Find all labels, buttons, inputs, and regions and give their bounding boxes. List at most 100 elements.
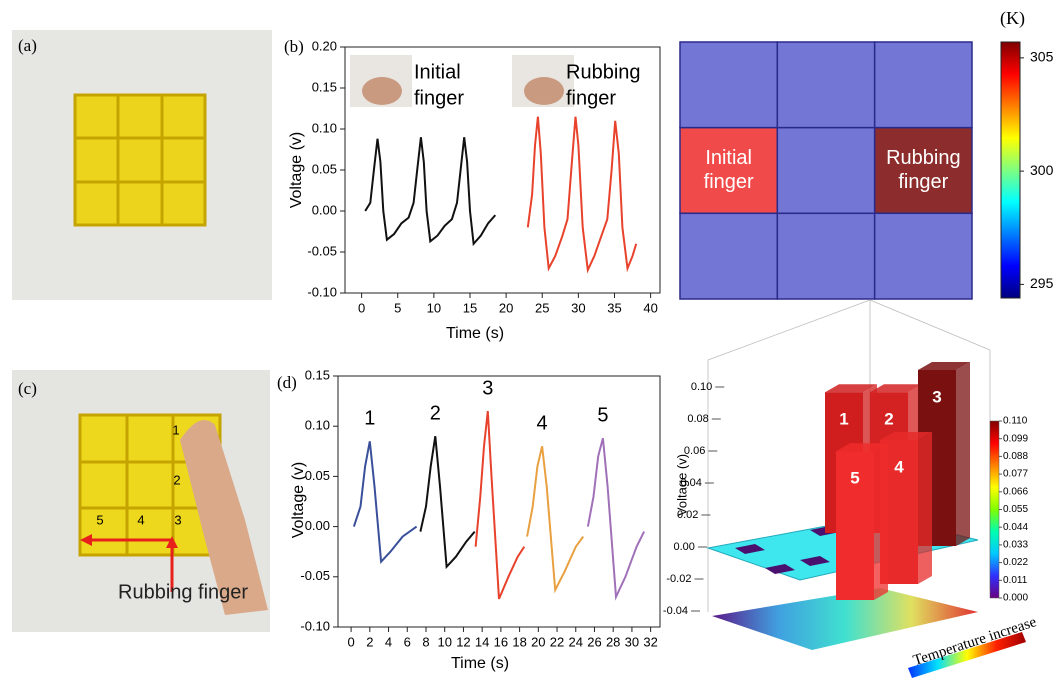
y-tick-label: 0.20 [312,38,337,53]
y-tick-label: -0.05 [300,568,330,583]
x-tick-label: 30 [571,300,585,315]
x-tick-label: 10 [437,634,451,649]
cell-label: finger [704,171,754,193]
series-label: 4 [536,413,547,435]
y-tick-label: 0.05 [305,468,330,483]
colorbar-tick-label: 300 [1030,162,1054,178]
data-line [365,137,495,244]
x-tick-label: 15 [463,300,477,315]
x-tick-label: 0 [347,634,354,649]
x-tick-label: 20 [531,634,545,649]
colorbar-tick-label: 0.022 [1003,557,1028,568]
heatmap-cell [875,213,972,299]
y-tick-label: -0.04 [663,605,688,617]
x-tick-label: 0 [358,300,365,315]
panel-label: (c) [18,379,37,398]
colorbar [1001,42,1020,298]
x-tick-label: 2 [366,634,373,649]
bar-side [918,432,932,584]
position-marker: 1 [172,422,179,437]
x-tick-label: 22 [550,634,564,649]
y-axis-label: Voltage (v) [288,132,305,208]
colorbar-title: (K) [1000,8,1025,29]
cell-label: finger [898,171,948,193]
panel-label: (d) [277,373,297,392]
x-axis-label: Time (s) [446,325,504,342]
y-tick-label: 0.10 [305,418,330,433]
sensor-grid [75,95,205,225]
position-marker: 3 [174,512,181,527]
position-marker: 5 [96,512,103,527]
colorbar-tick-label: 0.077 [1003,469,1028,480]
y-axis-label: Voltage (v) [290,462,307,538]
photo-a [12,30,272,300]
bar-label: 3 [932,387,941,406]
data-line [476,411,525,599]
annotation: finger [414,87,464,109]
y-tick-label: 0.00 [305,518,330,533]
panel-label: (b) [284,37,304,56]
colorbar-tick-label: 0.055 [1003,504,1028,515]
bar-label: 1 [839,410,848,429]
data-line [420,436,474,567]
colorbar-tick-label: 0.110 [1003,416,1028,427]
bar-side [874,443,888,600]
heatmap-cell [875,42,972,128]
heatmap-cell [680,42,777,128]
y-tick-label: 0.05 [312,161,337,176]
x-tick-label: 28 [606,634,620,649]
cell-label: Initial [705,147,752,169]
annotation: finger [566,87,616,109]
x-tick-label: 8 [422,634,429,649]
bar-label: 2 [884,410,893,429]
series-label: 1 [364,408,375,430]
y-axis-label: Voltage (v) [674,454,689,516]
heatmap-cell [777,128,874,214]
panel-label: (a) [18,36,37,55]
y-tick-label: -0.10 [307,284,337,299]
y-tick-label: 0.15 [305,367,330,382]
series-label: 5 [597,405,608,427]
hand [362,77,402,105]
colorbar-tick-label: 295 [1030,275,1054,291]
x-tick-label: 40 [643,300,657,315]
heatmap-cell [777,42,874,128]
x-tick-label: 32 [643,634,657,649]
x-tick-label: 25 [535,300,549,315]
bar-label: 4 [894,457,904,476]
y-tick-label: 0.10 [312,120,337,135]
colorbar-tick-label: 0.099 [1003,433,1028,444]
data-line [528,117,636,270]
caption: Rubbing finger [118,581,248,603]
x-tick-label: 10 [427,300,441,315]
colorbar-tick-label: 0.066 [1003,486,1028,497]
heatmap-cell [777,213,874,299]
x-tick-label: 20 [499,300,513,315]
cell-label: Rubbing [886,147,961,169]
colorbar-tick-label: 0.000 [1003,593,1028,604]
colorbar-tick-label: 0.011 [1003,575,1028,586]
y-tick-label: 0.08 [687,413,708,425]
position-marker: 4 [137,512,144,527]
x-tick-label: 26 [587,634,601,649]
colorbar-tick-label: 0.088 [1003,451,1028,462]
y-tick-label: 0.00 [674,541,695,553]
y-tick-label: 0.10 [691,381,712,393]
x-tick-label: 16 [494,634,508,649]
y-tick-label: -0.02 [666,573,691,585]
x-tick-label: 12 [456,634,470,649]
data-line [354,441,417,561]
hand [524,77,564,105]
bar-side [956,362,970,546]
annotation: Rubbing [566,61,641,83]
data-line [527,446,583,590]
colorbar [990,421,999,598]
x-tick-label: 6 [404,634,411,649]
colorbar-tick-label: 0.044 [1003,522,1028,533]
x-axis-label: Time (s) [451,655,509,672]
y-tick-label: 0.15 [312,79,337,94]
annotation: Initial [414,61,461,83]
colorbar-tick-label: 305 [1030,49,1054,65]
colorbar-tick-label: 0.033 [1003,540,1028,551]
figure: (a)(c)12345Rubbing finger051015202530354… [0,0,1059,688]
